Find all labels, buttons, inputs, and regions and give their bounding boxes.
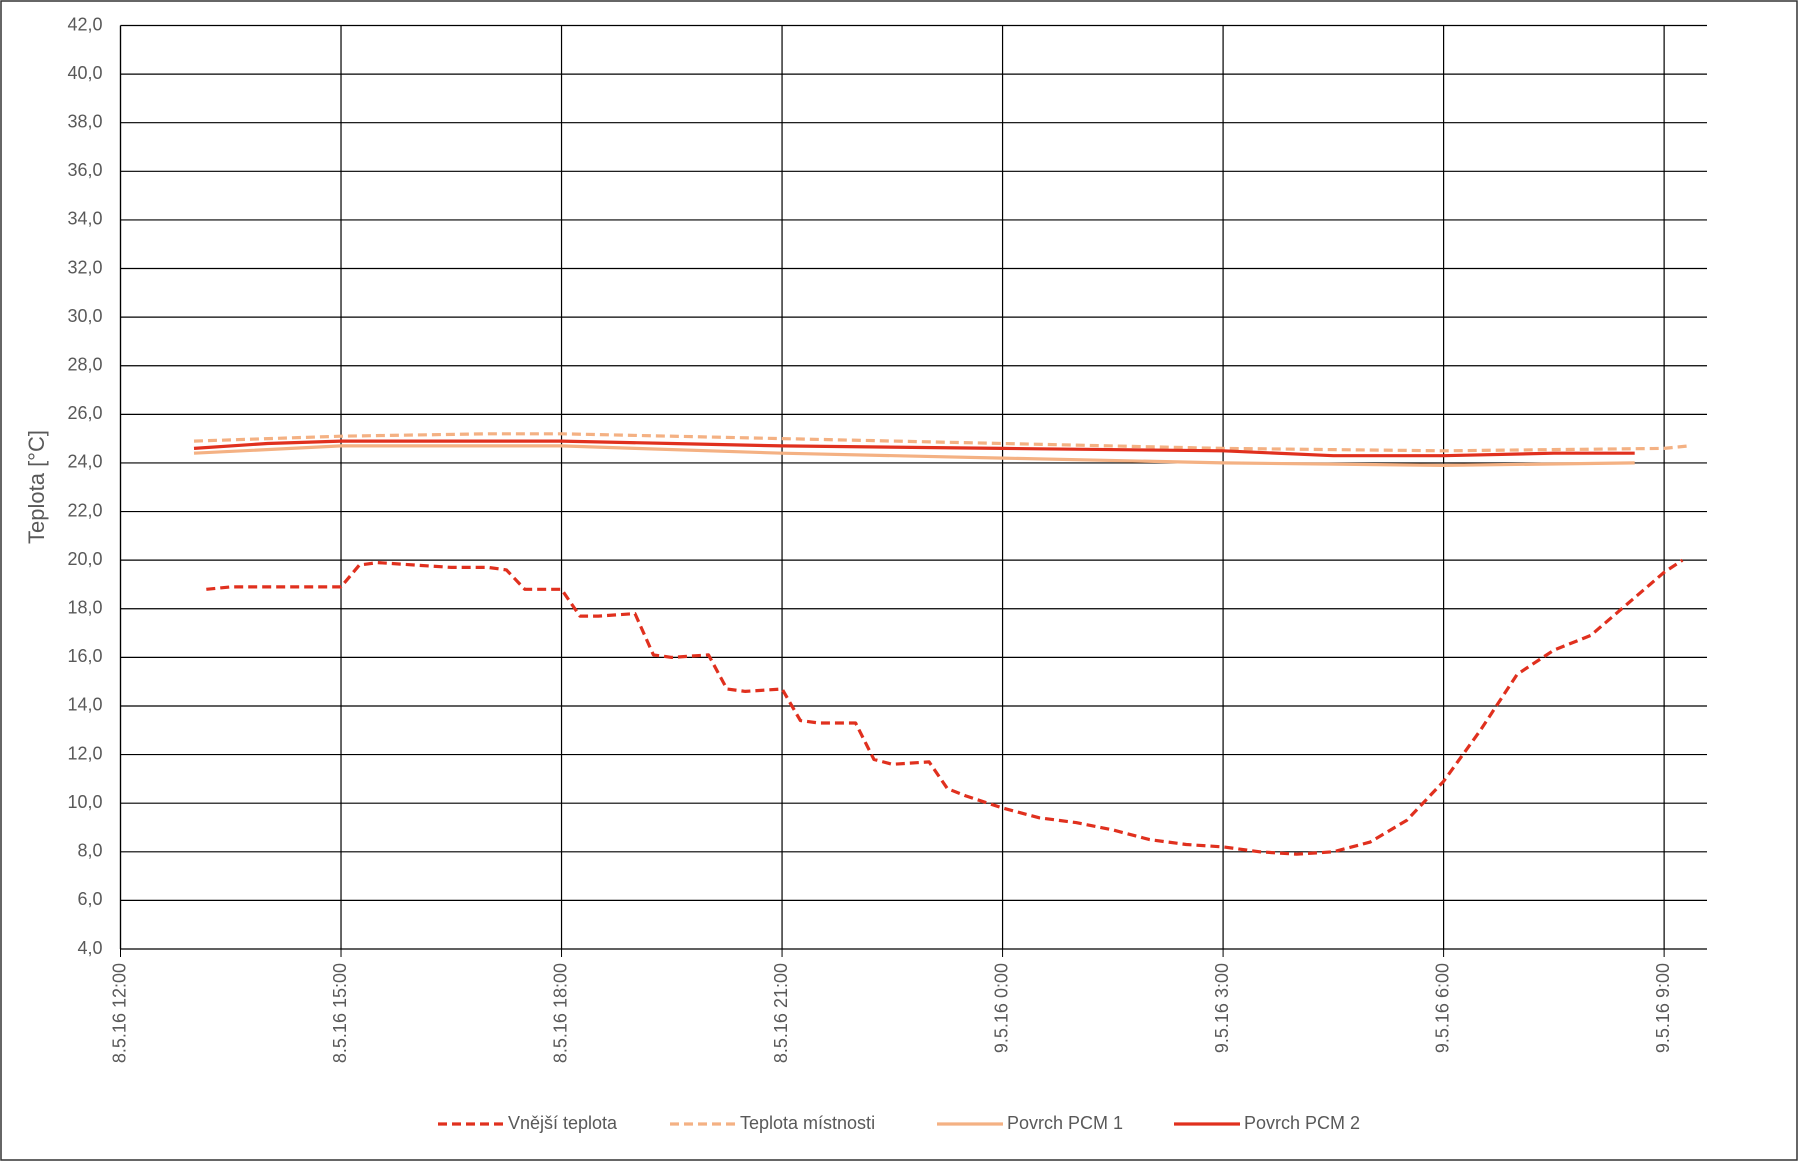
x-tick-label: 8.5.16 18:00	[550, 963, 570, 1063]
y-tick-label: 4,0	[77, 938, 102, 958]
y-tick-label: 16,0	[67, 646, 102, 666]
legend-label: Povrch PCM 2	[1244, 1113, 1360, 1133]
y-tick-label: 28,0	[67, 354, 102, 374]
y-axis-title: Teplota [°C]	[24, 430, 49, 544]
x-tick-label: 8.5.16 12:00	[109, 963, 129, 1063]
y-tick-label: 22,0	[67, 500, 102, 520]
series-line	[193, 439, 1635, 458]
y-tick-label: 34,0	[67, 209, 102, 229]
x-tick-label: 8.5.16 15:00	[330, 963, 350, 1063]
y-tick-label: 32,0	[67, 257, 102, 277]
x-tick-label: 9.5.16 6:00	[1432, 963, 1452, 1053]
y-tick-label: 18,0	[67, 598, 102, 618]
x-tick-label: 9.5.16 0:00	[991, 963, 1011, 1053]
series-line	[206, 558, 1684, 856]
legend-label: Vnější teplota	[508, 1113, 618, 1133]
x-tick-label: 9.5.16 3:00	[1212, 963, 1232, 1053]
y-tick-label: 26,0	[67, 403, 102, 423]
x-tick-label: 9.5.16 9:00	[1653, 963, 1673, 1053]
y-tick-label: 14,0	[67, 695, 102, 715]
y-tick-label: 30,0	[67, 306, 102, 326]
y-tick-label: 12,0	[67, 743, 102, 763]
y-tick-label: 40,0	[67, 63, 102, 83]
y-tick-label: 36,0	[67, 160, 102, 180]
y-tick-label: 20,0	[67, 549, 102, 569]
y-tick-label: 8,0	[77, 841, 102, 861]
legend-label: Povrch PCM 1	[1007, 1113, 1123, 1133]
x-tick-label: 8.5.16 21:00	[771, 963, 791, 1063]
series-line	[193, 444, 1635, 467]
y-tick-label: 38,0	[67, 111, 102, 131]
y-tick-label: 10,0	[67, 792, 102, 812]
series-line	[193, 432, 1689, 453]
y-tick-label: 24,0	[67, 452, 102, 472]
legend-label: Teplota místnosti	[740, 1113, 875, 1133]
y-tick-label: 42,0	[67, 14, 102, 34]
y-tick-label: 6,0	[77, 889, 102, 909]
